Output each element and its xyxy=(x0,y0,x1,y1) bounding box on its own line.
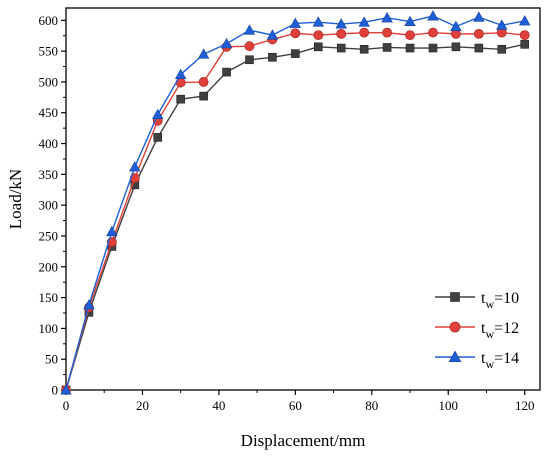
data-point xyxy=(450,20,462,31)
y-tick-label: 0 xyxy=(52,383,59,398)
data-point xyxy=(266,29,279,40)
data-point xyxy=(153,133,163,142)
data-point xyxy=(428,27,438,38)
data-point xyxy=(497,44,507,54)
x-tick-label: 0 xyxy=(63,398,70,413)
x-tick-label: 40 xyxy=(212,398,225,413)
y-tick-label: 450 xyxy=(39,105,59,120)
data-point xyxy=(290,28,301,39)
data-point xyxy=(197,48,210,59)
data-point xyxy=(83,299,95,310)
y-tick-label: 300 xyxy=(39,198,59,213)
data-point xyxy=(404,15,416,27)
data-point xyxy=(245,55,254,65)
y-tick-label: 600 xyxy=(39,13,59,28)
legend-label: tw=14 xyxy=(481,350,519,371)
data-point xyxy=(518,15,531,26)
series-line-1 xyxy=(65,31,525,391)
x-tick-label: 20 xyxy=(136,398,149,413)
y-tick-label: 200 xyxy=(39,259,59,274)
y-tick-label: 150 xyxy=(39,290,59,305)
series-line-2 xyxy=(65,15,525,391)
data-point xyxy=(174,68,187,80)
data-point xyxy=(313,30,324,41)
x-tick-label: 120 xyxy=(515,398,535,413)
legend-marker xyxy=(450,292,460,302)
data-point xyxy=(405,43,415,53)
legend-label: tw=12 xyxy=(481,320,519,341)
data-point xyxy=(313,42,323,52)
data-point xyxy=(199,91,208,101)
x-tick-label: 80 xyxy=(365,398,378,413)
data-point xyxy=(129,161,141,172)
data-point xyxy=(222,67,231,77)
data-point xyxy=(520,40,530,49)
legend-marker xyxy=(448,350,462,362)
data-point xyxy=(176,94,185,104)
data-point xyxy=(358,16,370,27)
data-point xyxy=(473,28,484,39)
data-point xyxy=(451,42,461,52)
data-point xyxy=(289,17,302,28)
x-tick-label: 100 xyxy=(439,398,459,413)
data-point xyxy=(382,43,392,52)
y-tick-label: 500 xyxy=(39,74,59,89)
data-point xyxy=(359,27,370,38)
y-tick-label: 100 xyxy=(39,321,59,336)
data-point xyxy=(336,43,346,53)
x-axis-title: Displacement/mm xyxy=(241,431,366,450)
y-tick-label: 50 xyxy=(45,352,58,367)
plot-frame xyxy=(65,7,541,391)
data-point xyxy=(60,384,72,395)
data-point xyxy=(473,11,485,22)
data-point xyxy=(220,37,233,49)
data-point xyxy=(335,18,347,29)
data-point xyxy=(405,30,415,41)
series-line-0 xyxy=(65,43,525,391)
y-axis-title: Load/kN xyxy=(6,169,25,229)
data-point xyxy=(291,49,300,58)
y-tick-label: 400 xyxy=(39,136,59,151)
data-point xyxy=(359,44,369,54)
y-tick-label: 250 xyxy=(39,228,59,243)
data-point xyxy=(474,43,484,53)
data-point xyxy=(336,28,347,39)
data-point xyxy=(519,30,530,41)
x-tick-label: 60 xyxy=(289,398,302,413)
data-point xyxy=(243,24,256,35)
data-point xyxy=(268,52,277,62)
data-point xyxy=(312,16,325,27)
y-tick-label: 550 xyxy=(39,44,59,59)
data-point xyxy=(428,43,438,53)
data-point xyxy=(198,77,209,87)
data-point xyxy=(427,10,439,21)
data-point xyxy=(381,12,393,23)
y-tick-label: 350 xyxy=(39,167,59,182)
data-point xyxy=(152,108,164,120)
data-point xyxy=(496,19,508,30)
data-point xyxy=(382,27,392,38)
data-point xyxy=(106,225,118,237)
legend-label: tw=10 xyxy=(481,290,519,311)
legend-marker xyxy=(449,321,461,333)
data-point xyxy=(244,41,255,52)
